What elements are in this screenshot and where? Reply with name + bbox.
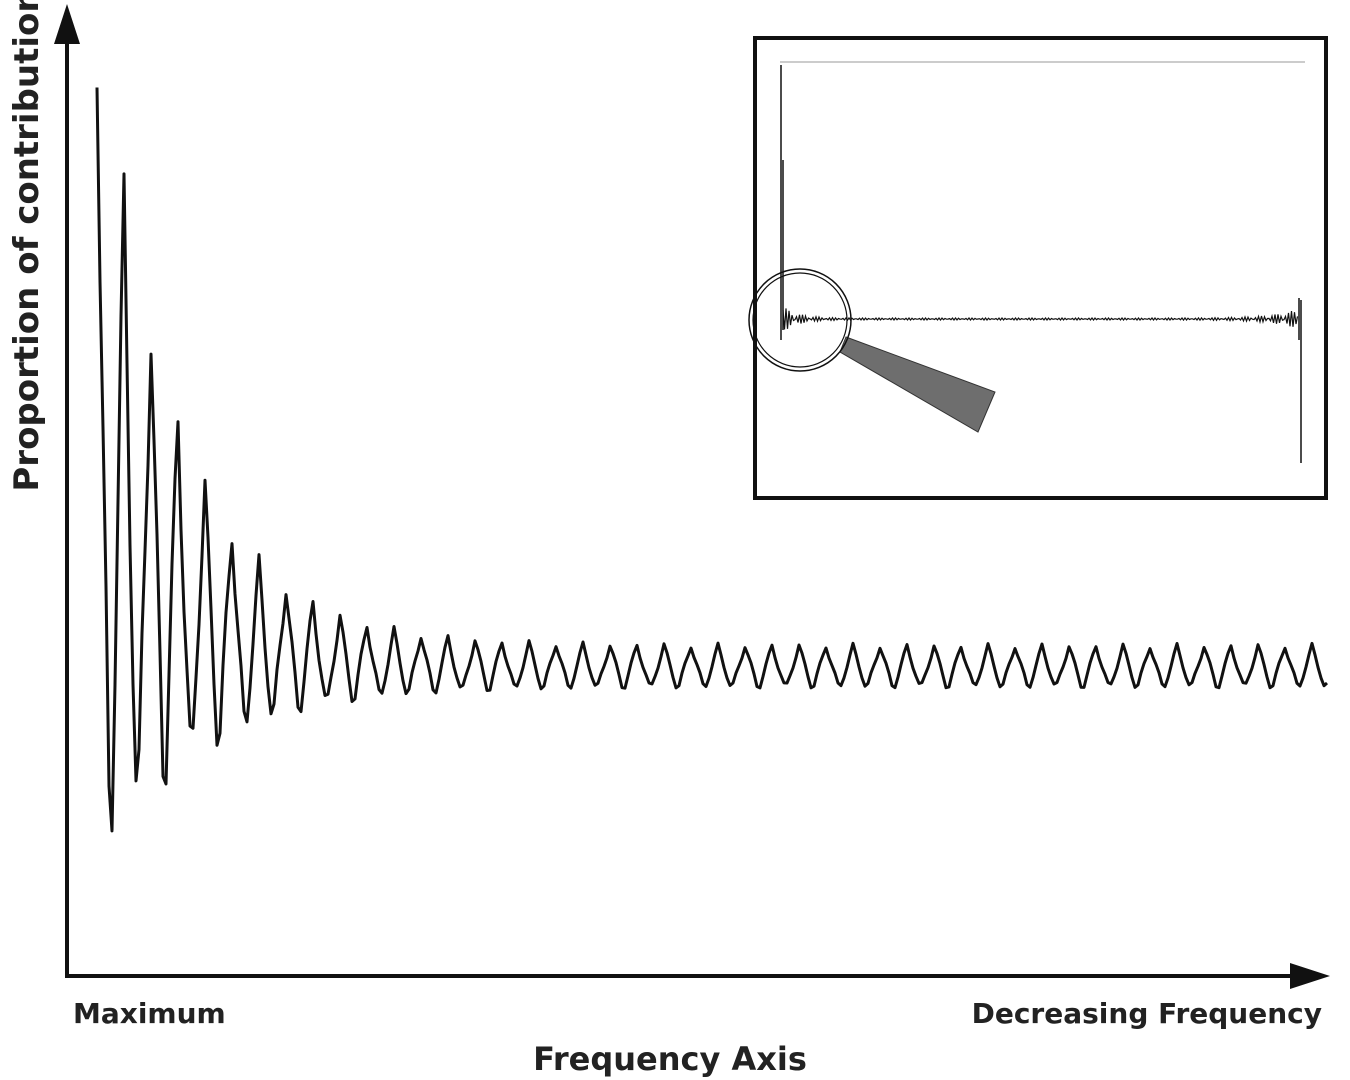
inset-signal (782, 308, 1299, 330)
y-axis-arrow (54, 4, 80, 44)
magnifier-handle (839, 336, 996, 433)
waveform (95, 87, 1329, 833)
inset-frame (753, 36, 1328, 500)
inset-spike-right (1298, 298, 1302, 463)
magnifier-inner (752, 272, 848, 368)
x-axis-label: Frequency Axis (533, 1040, 807, 1078)
x-end-label: Decreasing Frequency (972, 997, 1322, 1030)
magnifier-outer (748, 268, 852, 372)
x-start-label: Maximum (73, 997, 226, 1030)
inset-spike-left (780, 65, 784, 340)
y-axis-label: Proportion of contribution (7, 0, 47, 492)
x-axis-arrow (1290, 963, 1330, 989)
